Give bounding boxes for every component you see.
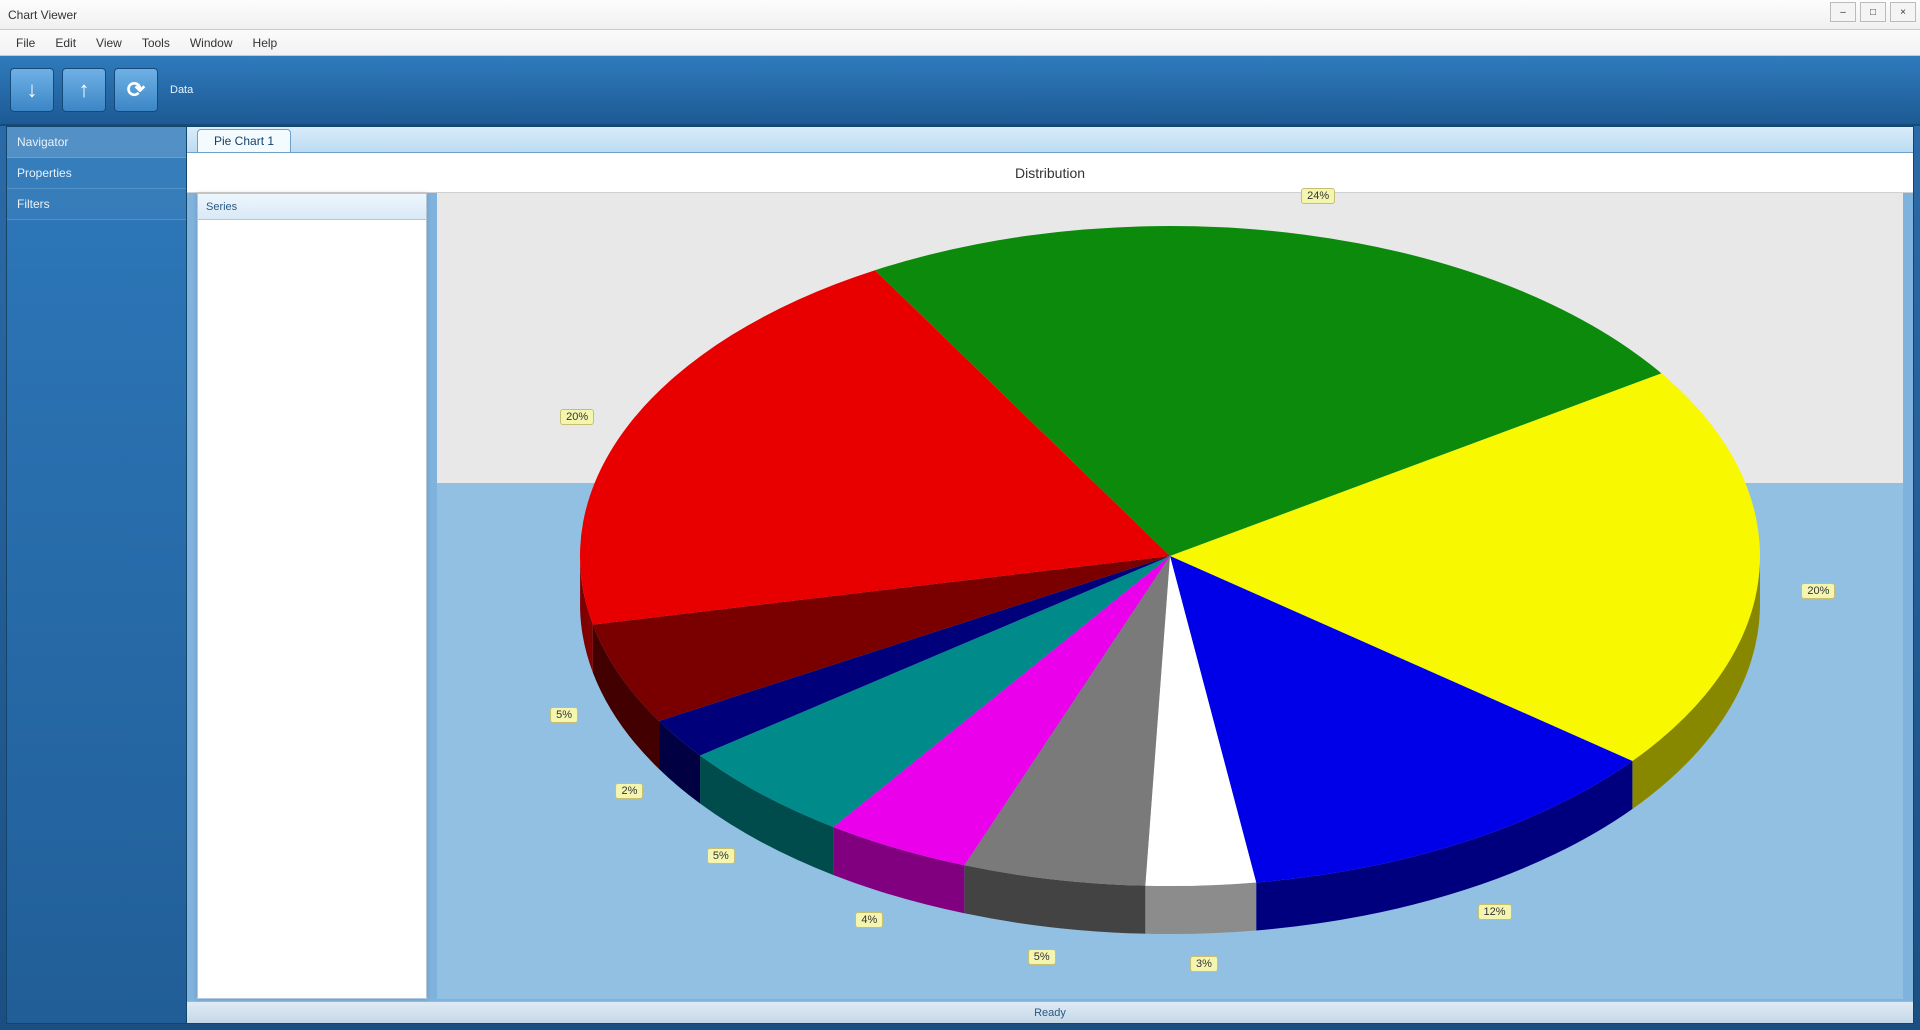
chart-region: 24%20%12%3%5%4%5%2%5%20% bbox=[437, 193, 1903, 999]
legend-body bbox=[198, 220, 426, 998]
sidebar-tab-properties[interactable]: Properties bbox=[7, 158, 186, 189]
status-text: Ready bbox=[1034, 1007, 1066, 1019]
pie-slice-label: 4% bbox=[855, 912, 883, 928]
pie-slice-label: 5% bbox=[707, 848, 735, 864]
ribbon-toolbar: ↓ ↑ ⟳ Data bbox=[0, 56, 1920, 126]
pie-slice-label: 12% bbox=[1477, 904, 1511, 920]
menubar: File Edit View Tools Window Help bbox=[0, 30, 1920, 56]
menu-help[interactable]: Help bbox=[243, 33, 288, 53]
menu-window[interactable]: Window bbox=[180, 33, 243, 53]
ribbon-export-button[interactable]: ↑ bbox=[62, 68, 106, 112]
legend-panel: Series bbox=[197, 193, 427, 999]
window-title: Chart Viewer bbox=[8, 8, 77, 22]
ribbon-import-button[interactable]: ↓ bbox=[10, 68, 54, 112]
pie-slice-label: 5% bbox=[1028, 949, 1056, 965]
pie-svg bbox=[520, 166, 1820, 994]
sidebar-tab-filters[interactable]: Filters bbox=[7, 189, 186, 220]
statusbar: Ready bbox=[187, 1001, 1913, 1023]
document-tab[interactable]: Pie Chart 1 bbox=[197, 129, 291, 152]
document-body: Distribution Series 24%20%12%3%5%4%5%2%5… bbox=[187, 153, 1913, 1023]
legend-header: Series bbox=[198, 194, 426, 220]
window-maximize-button[interactable]: □ bbox=[1860, 2, 1886, 22]
window-titlebar: Chart Viewer – □ × bbox=[0, 0, 1920, 30]
document-area: Pie Chart 1 Distribution Series 24%20%12… bbox=[187, 127, 1913, 1023]
pie-slice-label: 3% bbox=[1190, 956, 1218, 972]
app-inner: Navigator Properties Filters Pie Chart 1… bbox=[6, 126, 1914, 1024]
pie-slice-label: 2% bbox=[615, 783, 643, 799]
document-tabstrip: Pie Chart 1 bbox=[187, 127, 1913, 153]
menu-edit[interactable]: Edit bbox=[45, 33, 86, 53]
pie-side bbox=[1145, 882, 1256, 934]
pie-slice-label: 20% bbox=[560, 409, 594, 425]
menu-file[interactable]: File bbox=[6, 33, 45, 53]
sidebar-tab-navigator[interactable]: Navigator bbox=[7, 127, 186, 158]
pie-slice-label: 5% bbox=[550, 707, 578, 723]
menu-view[interactable]: View bbox=[86, 33, 132, 53]
pie-slice-label: 24% bbox=[1301, 188, 1335, 204]
window-close-button[interactable]: × bbox=[1890, 2, 1916, 22]
ribbon-group-label: Data bbox=[170, 84, 193, 96]
pie-chart: 24%20%12%3%5%4%5%2%5%20% bbox=[520, 166, 1820, 994]
app-frame: Navigator Properties Filters Pie Chart 1… bbox=[0, 126, 1920, 1030]
pie-slice-label: 20% bbox=[1801, 583, 1835, 599]
ribbon-refresh-button[interactable]: ⟳ bbox=[114, 68, 158, 112]
window-minimize-button[interactable]: – bbox=[1830, 2, 1856, 22]
sidebar: Navigator Properties Filters bbox=[7, 127, 187, 1023]
menu-tools[interactable]: Tools bbox=[132, 33, 180, 53]
